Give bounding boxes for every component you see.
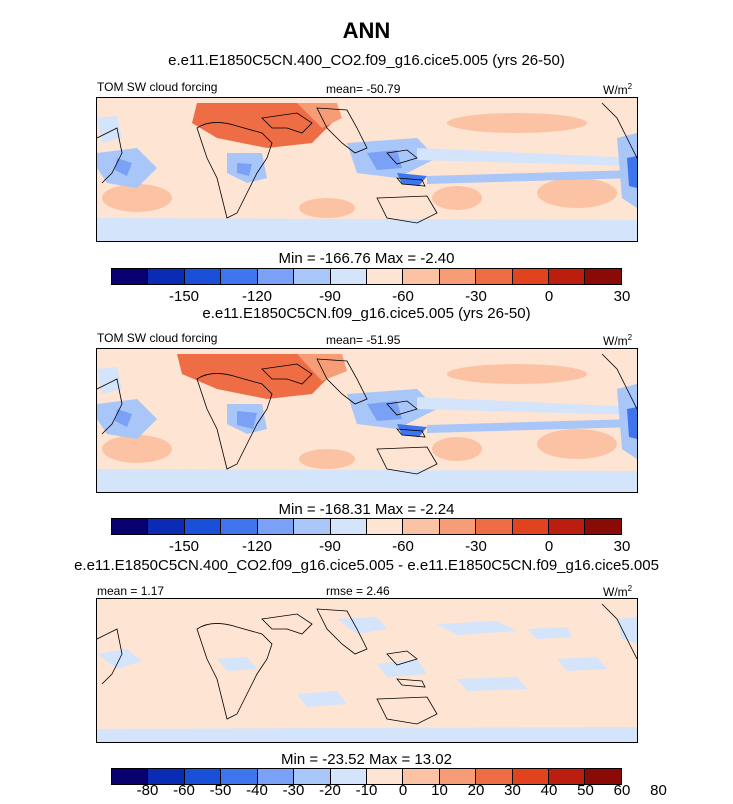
colorbar-cell bbox=[184, 769, 222, 784]
colorbar-cell bbox=[294, 269, 331, 284]
panel2-minmax: Min = -168.31 Max = -2.24 bbox=[278, 501, 455, 518]
colorbar-cell bbox=[549, 769, 586, 784]
colorbar-cell bbox=[184, 269, 222, 284]
colorbar-cell bbox=[148, 269, 185, 284]
panel1-minmax: Min = -166.76 Max = -2.40 bbox=[278, 250, 455, 267]
panel3-minmax: Min = -23.52 Max = 13.02 bbox=[281, 751, 452, 768]
panel3-colorbar-ticks: -80 -60 -50 -40 -30 -20 -10 0 10 20 30 40 50 60 80 bbox=[111, 782, 667, 800]
colorbar-cell bbox=[476, 519, 513, 534]
panel2-field-label: TOM SW cloud forcing bbox=[97, 331, 218, 345]
colorbar-cell bbox=[366, 519, 404, 534]
panel2-mean-label: mean= -51.95 bbox=[326, 333, 401, 347]
colorbar-tick-label: -60 bbox=[392, 288, 414, 305]
colorbar-cell bbox=[585, 519, 621, 534]
colorbar-tick-label: -40 bbox=[246, 782, 268, 799]
panel2-units-label: W/m2 bbox=[603, 333, 633, 348]
colorbar-cell bbox=[330, 769, 367, 784]
figure-title: ANN bbox=[342, 18, 391, 43]
colorbar-tick-label: -150 bbox=[168, 288, 200, 305]
colorbar-tick-label: 30 bbox=[504, 782, 521, 799]
colorbar-tick-label: -120 bbox=[241, 288, 273, 305]
colorbar-tick-label: 20 bbox=[467, 782, 485, 799]
panel1-colorbar-ticks: -150 -120 -90 -60 -30 0 30 bbox=[111, 288, 630, 306]
panel2-colorbar-ticks: -150 -120 -90 -60 -30 0 30 bbox=[111, 538, 630, 556]
colorbar-tick-label: 30 bbox=[613, 288, 631, 305]
panel1-map-field bbox=[97, 98, 637, 241]
panel2-subtitle: e.e11.E1850C5CN.f09_g16.cice5.005 (yrs 2… bbox=[202, 305, 531, 322]
colorbar-cell bbox=[148, 769, 185, 784]
colorbar-cell bbox=[184, 519, 222, 534]
colorbar-tick-label: 50 bbox=[577, 782, 594, 799]
colorbar-tick-label: -10 bbox=[355, 782, 378, 799]
colorbar-tick-label: -120 bbox=[241, 538, 273, 555]
colorbar-cell bbox=[366, 769, 404, 784]
colorbar-tick-label: -150 bbox=[168, 538, 200, 555]
colorbar-tick-label: -20 bbox=[319, 782, 341, 799]
colorbar-cell bbox=[403, 269, 440, 284]
panel3-units-label: W/m2 bbox=[603, 584, 633, 599]
colorbar-cell bbox=[221, 269, 258, 284]
colorbar-cell bbox=[549, 519, 586, 534]
panel2-colorbar bbox=[111, 518, 622, 535]
colorbar-cell bbox=[148, 519, 185, 534]
colorbar-tick-label: 60 bbox=[613, 782, 631, 799]
colorbar-cell bbox=[221, 519, 258, 534]
colorbar-cell bbox=[112, 519, 149, 534]
colorbar-cell bbox=[257, 769, 295, 784]
panel3-mean-label: mean = 1.17 bbox=[97, 584, 165, 598]
colorbar-cell bbox=[476, 769, 513, 784]
colorbar-tick-label: -30 bbox=[282, 782, 305, 799]
colorbar-tick-label: -90 bbox=[319, 538, 341, 555]
panel3-subtitle: e.e11.E1850C5CN.400_CO2.f09_g16.cice5.00… bbox=[74, 557, 659, 574]
panel1-subtitle: e.e11.E1850C5CN.400_CO2.f09_g16.cice5.00… bbox=[168, 52, 565, 69]
colorbar-tick-label: 0 bbox=[398, 782, 408, 799]
colorbar-cell bbox=[257, 519, 295, 534]
panel3-map-field bbox=[97, 599, 637, 742]
colorbar-tick-label: 80 bbox=[650, 782, 667, 799]
colorbar-cell bbox=[257, 269, 295, 284]
colorbar-tick-label: -80 bbox=[136, 782, 159, 799]
colorbar-tick-label: -50 bbox=[209, 782, 232, 799]
colorbar-tick-label: -60 bbox=[173, 782, 195, 799]
colorbar-cell bbox=[439, 519, 477, 534]
colorbar-cell bbox=[294, 519, 331, 534]
panel1-units-label: W/m2 bbox=[603, 82, 633, 97]
panel1-map bbox=[96, 97, 638, 242]
colorbar-tick-label: 0 bbox=[544, 288, 554, 305]
colorbar-cell bbox=[512, 519, 550, 534]
panel1-mean-label: mean= -50.79 bbox=[326, 82, 401, 96]
colorbar-cell bbox=[585, 769, 621, 784]
colorbar-tick-label: -30 bbox=[465, 538, 487, 555]
panel1-colorbar bbox=[111, 268, 622, 285]
colorbar-cell bbox=[330, 519, 367, 534]
colorbar-cell bbox=[366, 269, 404, 284]
colorbar-cell bbox=[439, 769, 477, 784]
colorbar-cell bbox=[112, 269, 149, 284]
panel3-map bbox=[96, 598, 638, 743]
colorbar-cell bbox=[476, 269, 513, 284]
colorbar-tick-label: 30 bbox=[613, 538, 631, 555]
panel2-map-field bbox=[97, 349, 637, 492]
colorbar-cell bbox=[221, 769, 258, 784]
panel3-colorbar bbox=[111, 768, 622, 785]
colorbar-cell bbox=[330, 269, 367, 284]
panel2-map bbox=[96, 348, 638, 493]
colorbar-cell bbox=[403, 519, 440, 534]
colorbar-cell bbox=[512, 269, 550, 284]
panel3-rmse-label: rmse = 2.46 bbox=[326, 584, 390, 598]
colorbar-cell bbox=[112, 769, 149, 784]
colorbar-cell bbox=[512, 769, 550, 784]
colorbar-cell bbox=[585, 269, 621, 284]
colorbar-cell bbox=[294, 769, 331, 784]
colorbar-tick-label: 10 bbox=[431, 782, 448, 799]
colorbar-tick-label: -60 bbox=[392, 538, 414, 555]
panel1-field-label: TOM SW cloud forcing bbox=[97, 80, 218, 94]
colorbar-tick-label: 0 bbox=[544, 538, 554, 555]
colorbar-tick-label: -30 bbox=[465, 288, 487, 305]
colorbar-cell bbox=[439, 269, 477, 284]
colorbar-cell bbox=[403, 769, 440, 784]
colorbar-tick-label: 40 bbox=[540, 782, 558, 799]
colorbar-tick-label: -90 bbox=[319, 288, 341, 305]
colorbar-cell bbox=[549, 269, 586, 284]
